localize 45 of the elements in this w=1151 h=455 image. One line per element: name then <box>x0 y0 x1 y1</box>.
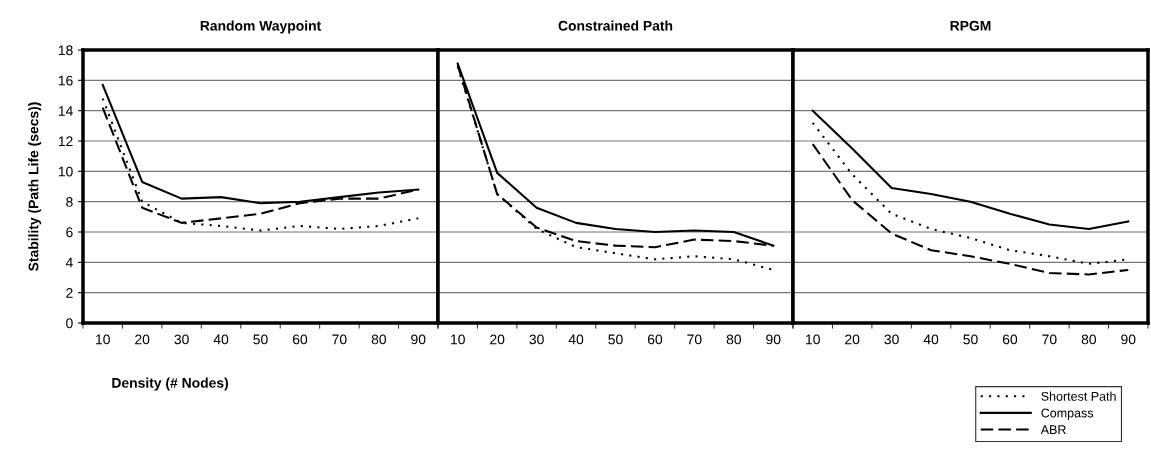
y-tick-label: 18 <box>58 45 73 56</box>
x-tick-label: 60 <box>647 334 663 345</box>
y-tick-label: 4 <box>65 257 73 268</box>
x-tick-label: 10 <box>451 334 465 345</box>
chart-title: Constrained Path <box>558 20 673 31</box>
x-tick-label: 20 <box>135 334 150 345</box>
x-tick-label: 40 <box>213 334 229 345</box>
legend-label: Compass <box>1041 408 1094 420</box>
y-tick-label: 14 <box>58 106 73 116</box>
x-tick-label: 70 <box>1042 334 1057 345</box>
x-tick-label: 80 <box>726 334 742 345</box>
x-tick-label: 10 <box>806 334 820 345</box>
y-tick-label: 2 <box>66 288 73 298</box>
x-tick-label: 20 <box>845 334 860 345</box>
x-tick-label: 60 <box>292 334 308 345</box>
legend-label: ABR <box>1040 425 1066 434</box>
x-tick-label: 50 <box>608 334 623 345</box>
x-tick-label: 30 <box>174 334 189 345</box>
x-tick-label: 10 <box>96 334 110 345</box>
y-axis-title: Stability (Path Life (secs)) <box>28 102 42 271</box>
x-tick-label: 90 <box>1121 334 1136 345</box>
x-tick-label: 90 <box>766 334 781 345</box>
legend-label: Shortest Path <box>1041 391 1116 401</box>
x-tick-label: 60 <box>1002 334 1018 345</box>
x-tick-label: 40 <box>568 334 584 345</box>
y-tick-label: 6 <box>66 227 73 238</box>
x-tick-label: 70 <box>332 334 347 345</box>
y-tick-label: 16 <box>58 75 73 86</box>
y-tick-label: 12 <box>58 136 73 147</box>
x-tick-label: 80 <box>1081 334 1097 345</box>
x-tick-label: 80 <box>371 334 387 345</box>
x-tick-label: 50 <box>963 334 978 345</box>
y-tick-label: 8 <box>66 197 73 207</box>
x-tick-label: 90 <box>411 334 426 345</box>
x-tick-label: 20 <box>490 334 505 345</box>
x-tick-label: 30 <box>529 334 544 345</box>
x-tick-label: 30 <box>884 334 899 345</box>
y-tick-label: 0 <box>66 318 73 329</box>
chart-title: RPGM <box>950 20 991 31</box>
x-tick-label: 50 <box>253 334 268 345</box>
x-tick-label: 40 <box>923 334 939 345</box>
y-tick-label: 10 <box>58 166 73 177</box>
chart-title: Random Waypoint <box>200 20 322 34</box>
x-axis-title: Density (# Nodes) <box>112 377 229 391</box>
x-tick-label: 70 <box>687 334 702 345</box>
